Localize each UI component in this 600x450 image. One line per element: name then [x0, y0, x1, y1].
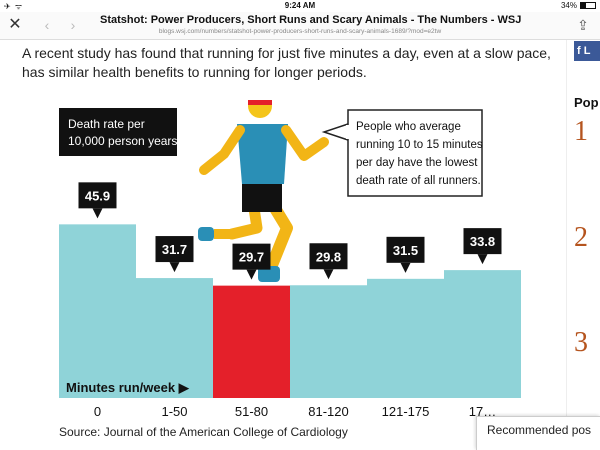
chart-bar	[290, 285, 367, 398]
value-callout-box	[309, 243, 348, 270]
category-tick-label: 121-175	[382, 404, 430, 419]
value-callout-box	[78, 182, 117, 209]
facebook-like-button[interactable]: f L	[574, 41, 600, 61]
battery-icon	[580, 2, 596, 9]
y-axis-label: Death rate per	[68, 117, 145, 131]
value-callout-box	[386, 236, 425, 263]
value-callout-pointer	[400, 262, 411, 273]
annotation-pointer-mask	[346, 125, 350, 139]
infographic-chart: 45.9 31.7 29.7 29.8 31.5 33.8 Death rate per 10…	[52, 94, 532, 445]
share-icon[interactable]: ⇪	[577, 17, 589, 33]
annotation-text: per day have the lowest	[356, 157, 478, 169]
value-callout-box	[155, 236, 194, 263]
annotation-box	[347, 109, 483, 197]
value-label: 31.7	[162, 242, 187, 257]
article-intro: A recent study has found that running fo…	[22, 45, 551, 80]
chart-bar	[59, 224, 136, 398]
value-callout-pointer	[477, 254, 488, 265]
annotation-pointer	[321, 123, 349, 141]
value-callout-pointer	[246, 269, 257, 280]
forward-icon[interactable]: ›	[70, 17, 76, 33]
status-time: 9:24 AM	[284, 1, 316, 10]
annotation-text: running 10 to 15 minutes	[356, 139, 483, 151]
chart-bar	[367, 278, 444, 398]
category-tick-label: 81-120	[308, 404, 348, 419]
page-title: Statshot: Power Producers, Short Runs an…	[100, 14, 522, 26]
sidebar-popular-number[interactable]: 3	[574, 327, 588, 358]
value-label: 33.8	[470, 234, 495, 249]
browser-nav-bar: ✕ ‹ › Statshot: Power Producers, Short R…	[0, 12, 600, 40]
back-icon[interactable]: ‹	[44, 17, 50, 33]
value-label: 45.9	[85, 188, 110, 203]
sidebar-popular-number[interactable]: 2	[574, 222, 588, 253]
ylabel-box	[59, 108, 177, 156]
status-bar: ✈ ᯤ 9:24 AM 34%	[0, 0, 600, 12]
category-tick-label: 0	[94, 404, 101, 419]
value-callout-box	[232, 243, 271, 270]
value-callout-pointer	[92, 208, 103, 219]
value-callout-pointer	[169, 262, 180, 273]
x-axis-label: Minutes run/week ▶	[66, 380, 190, 395]
category-tick-label: 51-80	[235, 404, 268, 419]
page-url[interactable]: blogs.wsj.com/numbers/statshot-power-pro…	[158, 28, 442, 35]
value-callout-box	[463, 228, 502, 255]
chart-bar	[444, 270, 521, 398]
chart-bar	[136, 278, 213, 398]
battery-indicator: 34%	[561, 1, 596, 10]
carrier-icons: ✈ ᯤ	[4, 2, 24, 11]
y-axis-label: 10,000 person years	[68, 134, 177, 148]
recommended-posts-panel[interactable]: Recommended pos	[476, 416, 600, 450]
sidebar-popular-number[interactable]: 1	[574, 116, 588, 147]
chart-svg: 45.9 31.7 29.7 29.8 31.5 33.8 Death rate per 10…	[59, 94, 521, 439]
sidebar-popular-heading: Pop	[574, 95, 599, 110]
category-tick-label: 17…	[469, 404, 496, 419]
chart-bar	[213, 285, 290, 398]
annotation-text: death rate of all runners.	[356, 175, 481, 187]
value-callout-pointer	[323, 269, 334, 280]
category-tick-label: 1-50	[161, 404, 187, 419]
value-label: 29.8	[316, 249, 341, 264]
runner-illustration	[198, 94, 329, 282]
sidebar	[566, 40, 600, 450]
annotation-text: People who average	[356, 121, 461, 133]
chart-source: Source: Journal of the American College …	[59, 425, 348, 439]
battery-percent: 34%	[560, 1, 577, 10]
close-icon[interactable]: ✕	[8, 16, 22, 33]
value-label: 29.7	[239, 250, 264, 265]
value-label: 31.5	[393, 243, 418, 258]
